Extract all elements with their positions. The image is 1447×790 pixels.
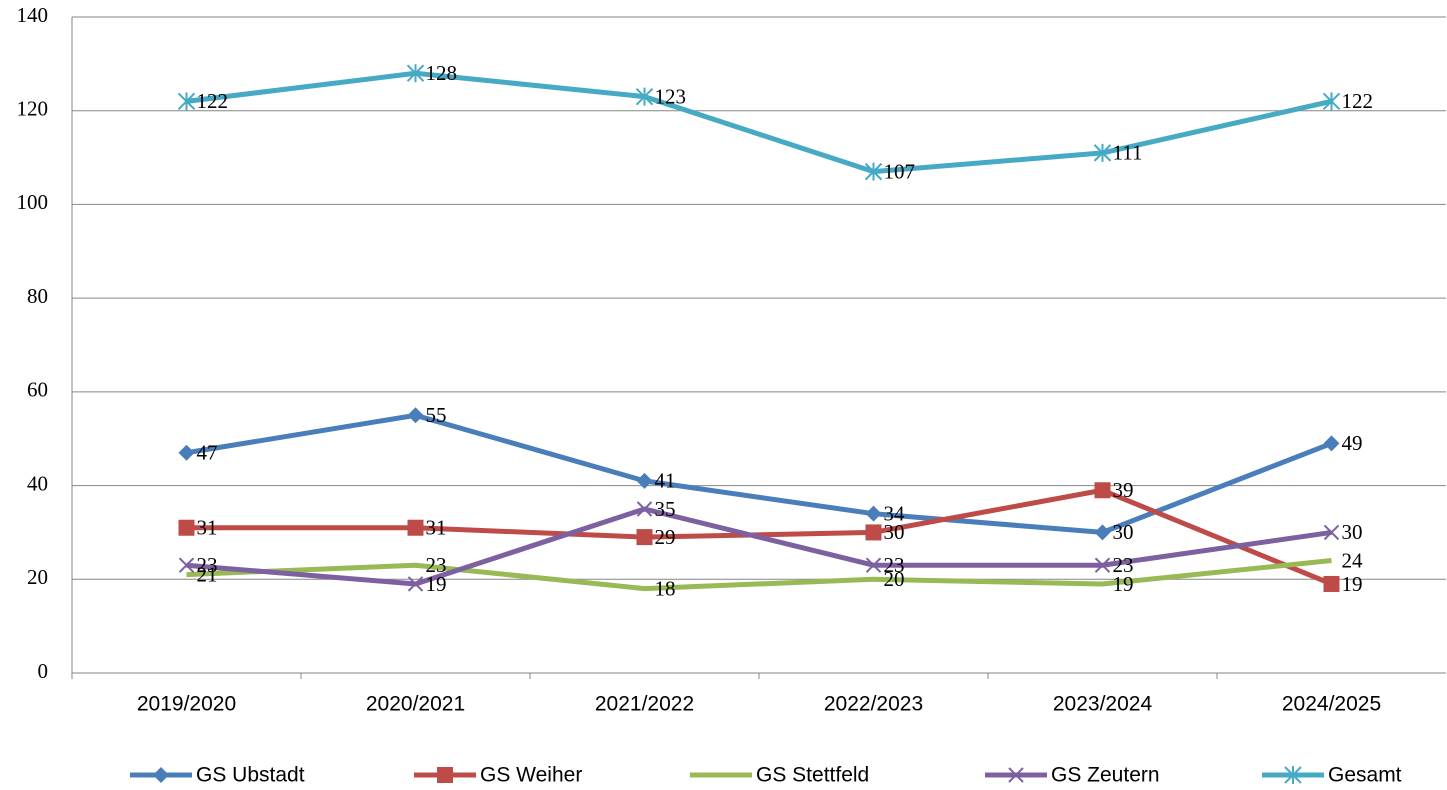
legend-label: GS Ubstadt [196,764,305,787]
data-label: 23 [197,553,218,577]
series-line [186,558,1332,592]
data-label: 47 [197,441,218,465]
x-tick-label: 2023/2024 [1053,693,1153,716]
data-label: 34 [884,501,906,525]
marker [1323,435,1340,452]
data-label: 19 [1113,572,1134,596]
x-tick-label: 2021/2022 [595,693,694,716]
x-tick-label: 2020/2021 [366,693,465,716]
marker [1323,575,1340,592]
y-tick-label: 140 [17,3,49,27]
y-tick-label: 20 [27,565,48,589]
marker [864,162,883,181]
y-tick-label: 60 [27,378,48,402]
marker [407,576,424,592]
series-line [186,70,1333,175]
marker [1323,524,1340,541]
marker [636,501,653,517]
legend-label: Gesamt [1328,764,1402,787]
data-label: 31 [197,516,218,540]
data-label: 31 [426,516,447,540]
marker [437,767,453,783]
data-label: 18 [655,576,676,600]
x-tick-label: 2024/2025 [1282,693,1381,716]
y-tick-label: 0 [38,659,49,683]
data-label: 30 [1342,520,1363,544]
marker [178,519,195,536]
y-tick-label: 80 [27,284,48,308]
y-tick-label: 120 [17,97,49,121]
legend-label: GS Weiher [480,764,582,787]
data-label: 41 [655,469,676,493]
marker [865,524,882,541]
marker [1322,92,1341,111]
data-label: 35 [655,497,676,521]
data-label: 29 [655,525,676,549]
marker [1094,482,1111,499]
x-tick-label: 2019/2020 [137,693,236,716]
x-tick-label: 2022/2023 [824,693,923,716]
data-label: 107 [884,159,916,183]
marker [407,407,424,424]
data-label: 24 [1342,548,1364,572]
marker [865,557,882,573]
marker [635,87,654,106]
marker [636,529,653,546]
data-label: 39 [1113,478,1134,502]
marker [1093,143,1112,162]
data-label: 30 [884,520,905,544]
marker [407,519,424,536]
data-label: 30 [1113,520,1134,544]
legend-label: GS Zeutern [1051,764,1160,787]
data-label: 23 [1113,553,1134,577]
marker [1094,557,1111,573]
data-label: 19 [426,572,447,596]
data-label: 122 [1342,89,1374,113]
data-label: 20 [884,567,905,591]
y-tick-label: 40 [27,471,48,495]
series-line [186,412,1333,535]
legend-label: GS Stettfeld [756,764,869,787]
marker [865,505,882,522]
marker [1008,767,1024,783]
data-label: 122 [197,89,229,113]
data-label: 111 [1113,141,1143,165]
data-label: 21 [197,562,218,586]
data-label: 49 [1342,431,1363,455]
marker [406,64,425,83]
marker [178,557,195,573]
marker [153,767,169,783]
data-label: 23 [884,553,905,577]
data-label: 55 [426,403,447,427]
series-line [186,506,1332,587]
data-label: 19 [1342,572,1363,596]
marker [177,92,196,111]
marker [178,444,195,461]
data-label: 128 [426,61,458,85]
marker [1094,524,1111,541]
y-tick-label: 100 [17,190,49,214]
data-label: 123 [655,84,687,108]
marker [636,472,653,489]
data-label: 23 [426,553,447,577]
marker [1284,766,1302,784]
